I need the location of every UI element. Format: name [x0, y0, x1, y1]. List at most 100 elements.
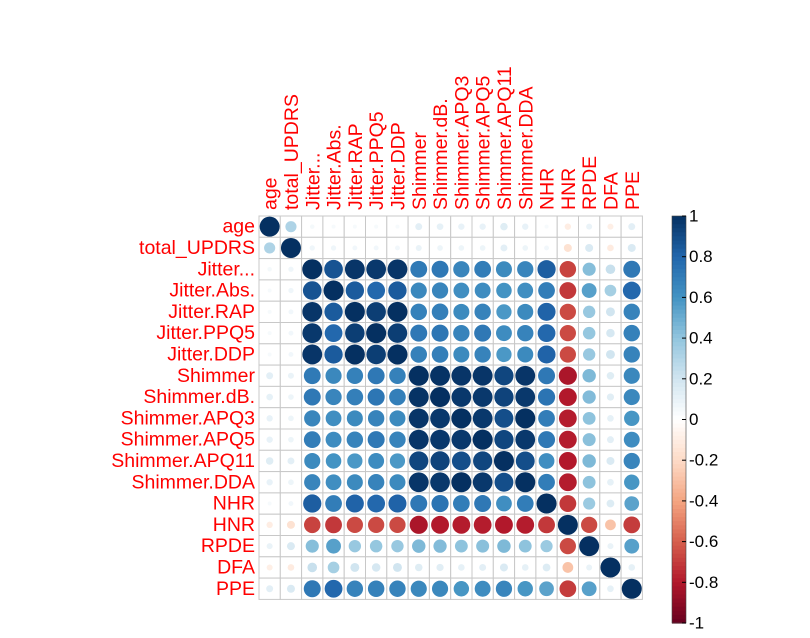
corr-circle: [600, 557, 621, 578]
corr-circle: [431, 260, 449, 278]
corr-circle: [606, 393, 615, 401]
corr-circle: [517, 581, 533, 597]
corr-circle: [500, 222, 508, 231]
corr-circle: [494, 472, 514, 492]
corr-circle: [624, 496, 640, 511]
corr-circle: [410, 282, 427, 299]
colorbar-segment: [672, 557, 686, 563]
colorbar-segment: [672, 264, 686, 270]
corr-circle: [280, 237, 301, 258]
corr-circle: [451, 451, 471, 471]
colorbar-segment: [672, 289, 686, 294]
column-label: age: [260, 177, 282, 210]
colorbar-segment: [672, 553, 686, 559]
corr-circle: [623, 452, 640, 470]
corr-circle: [303, 494, 322, 513]
corr-circle: [302, 301, 323, 322]
corr-circle: [451, 365, 472, 386]
colorbar-segment: [672, 277, 686, 282]
corr-circle: [516, 515, 535, 534]
corr-circle: [389, 580, 406, 597]
corr-circle: [453, 324, 470, 342]
corr-circle: [622, 281, 641, 300]
corr-circle: [472, 472, 493, 493]
corr-circle: [288, 287, 294, 294]
corr-circle: [476, 539, 490, 553]
corr-circle: [537, 302, 556, 321]
corr-circle: [302, 344, 323, 365]
colorbar-segment: [672, 566, 686, 571]
corr-circle: [266, 415, 273, 422]
corr-circle: [389, 516, 406, 533]
corr-circle: [286, 542, 295, 551]
corr-circle: [607, 223, 614, 230]
corr-circle: [494, 408, 514, 428]
column-label: total_UPDRS: [281, 94, 303, 210]
corr-circle: [288, 415, 294, 422]
corr-circle: [558, 366, 577, 385]
colorbar-segment: [672, 334, 686, 339]
colorbar-segment: [672, 317, 686, 323]
corr-circle: [410, 260, 428, 278]
corr-circle: [538, 367, 556, 385]
colorbar-segment: [672, 602, 686, 608]
colorbar-segment: [672, 427, 686, 433]
colorbar-segment: [672, 248, 686, 254]
corr-circle: [585, 243, 594, 252]
colorbar-tick-label: -1: [689, 614, 704, 633]
row-label: Shimmer.dB.: [143, 386, 255, 408]
corr-circle: [474, 580, 491, 597]
corr-circle: [624, 474, 640, 490]
corr-circle: [436, 223, 444, 230]
colorbar-segment: [672, 378, 686, 384]
corr-circle: [536, 493, 557, 514]
colorbar-segment: [672, 464, 686, 469]
corr-circle: [606, 372, 615, 380]
corr-circle: [286, 520, 295, 529]
colorbar-segment: [672, 509, 686, 514]
corr-circle: [304, 452, 321, 469]
corr-circle: [325, 495, 342, 512]
corr-circle: [391, 539, 404, 553]
column-label: RPDE: [579, 156, 601, 210]
corr-circle: [389, 367, 406, 385]
corr-circle: [458, 223, 465, 230]
corr-circle: [474, 495, 492, 513]
corr-circle: [494, 515, 513, 534]
corr-circle: [557, 514, 578, 535]
corr-circle: [265, 457, 274, 465]
corr-circle: [537, 345, 556, 364]
corr-circle: [264, 242, 276, 254]
corr-circle: [516, 495, 534, 512]
colorbar-segment: [672, 541, 686, 547]
corr-circle: [451, 429, 472, 450]
corr-circle: [409, 451, 429, 471]
corr-circle: [302, 259, 323, 280]
corr-circle: [330, 245, 337, 251]
corr-circle: [494, 366, 514, 386]
corr-circle: [538, 473, 555, 491]
colorbar-segment: [672, 329, 686, 335]
corr-circle: [499, 563, 508, 572]
corr-circle: [307, 562, 318, 573]
corr-circle: [408, 365, 429, 386]
corr-circle: [352, 224, 357, 229]
corr-circle: [474, 303, 491, 321]
corr-circle: [623, 324, 641, 342]
corr-circle: [436, 563, 444, 572]
corr-circle: [288, 351, 294, 357]
colorbar-segment: [672, 228, 686, 233]
corr-circle: [430, 387, 451, 408]
corr-circle: [288, 309, 294, 315]
corr-circle: [564, 223, 572, 230]
corr-circle: [453, 346, 470, 363]
corr-circle: [345, 323, 365, 343]
corr-circle: [388, 281, 407, 300]
row-label: Jitter.RAP: [168, 301, 255, 323]
corr-circle: [500, 244, 508, 252]
corr-circle: [367, 281, 386, 300]
corr-circle: [288, 479, 294, 486]
corr-circle: [352, 245, 358, 251]
row-labels: agetotal_UPDRSJitter...Jitter.Abs.Jitter…: [111, 216, 255, 600]
corr-circle: [627, 243, 636, 252]
